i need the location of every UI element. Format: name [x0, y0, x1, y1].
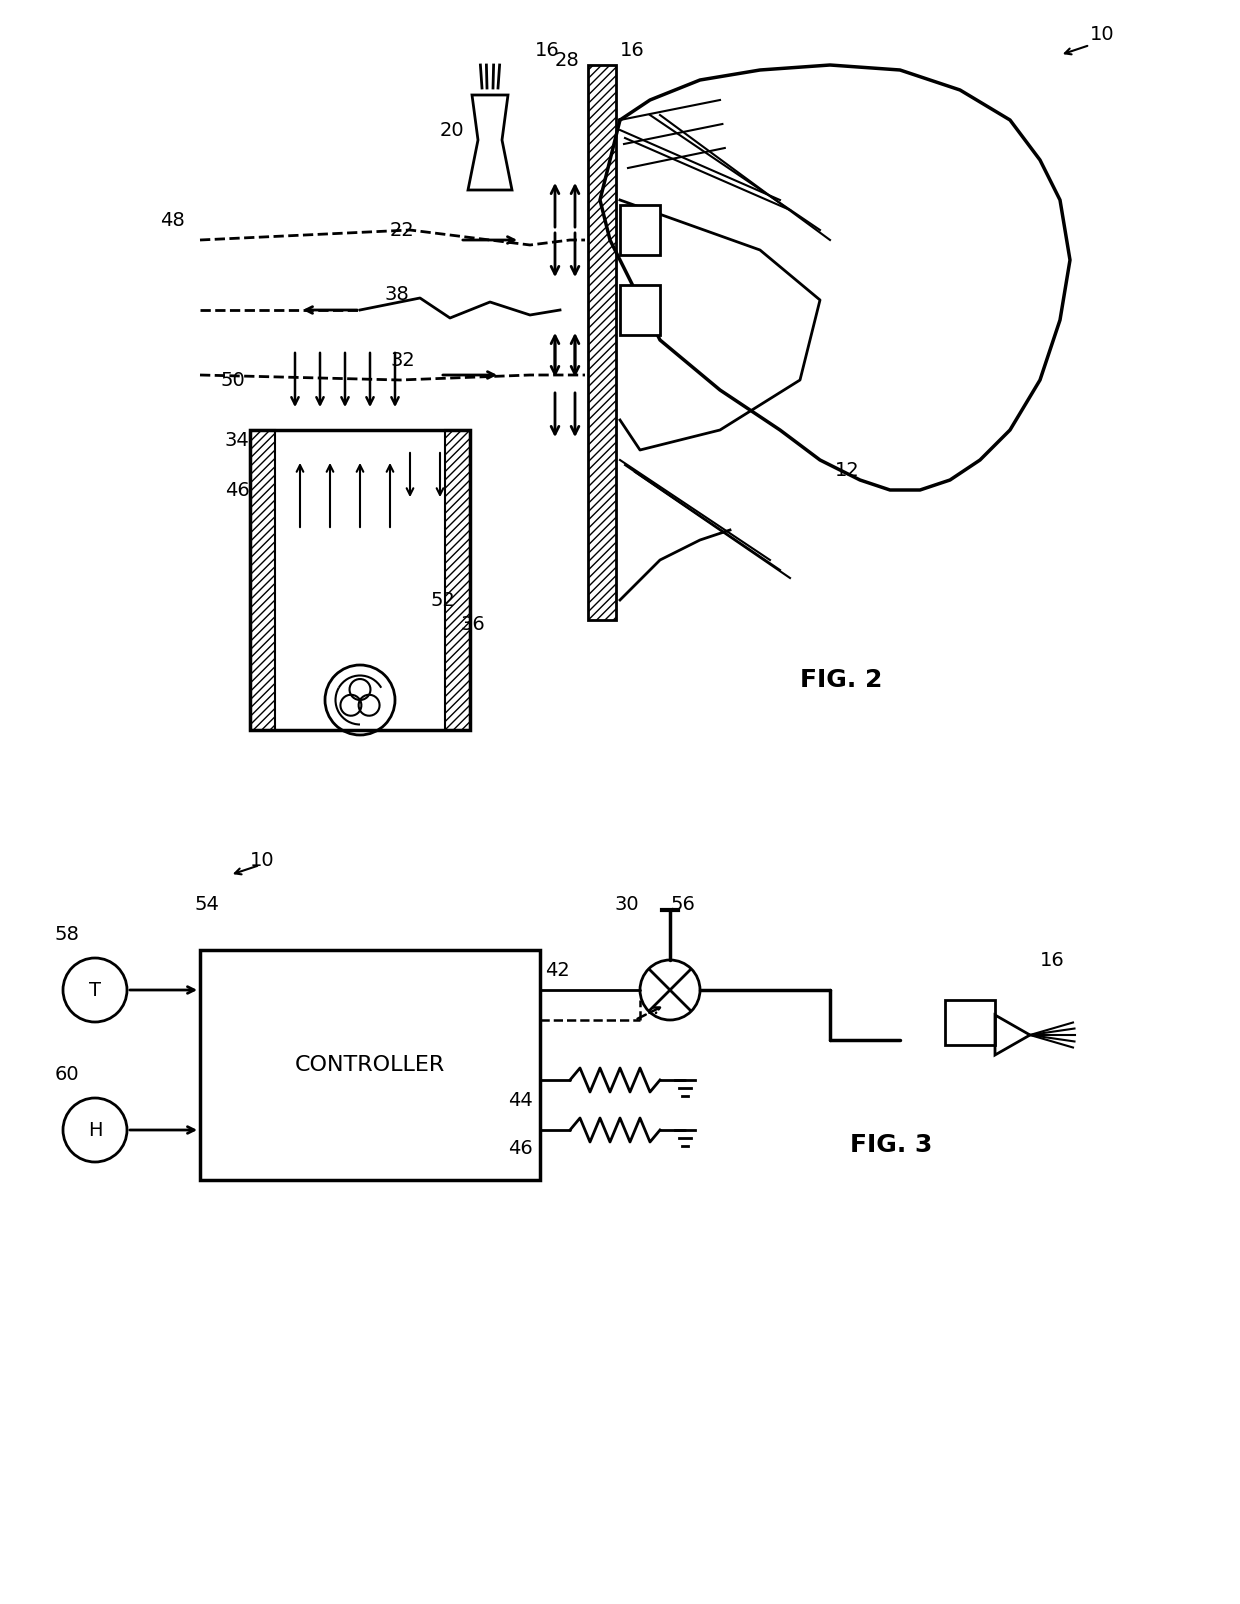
- Text: 38: 38: [384, 286, 409, 305]
- Text: 58: 58: [55, 926, 79, 945]
- Text: 56: 56: [670, 895, 694, 914]
- Text: 60: 60: [55, 1065, 79, 1084]
- Text: 20: 20: [440, 120, 465, 140]
- Bar: [620, 286, 660, 335]
- Text: 50: 50: [219, 371, 244, 390]
- Bar: [620, 205, 660, 255]
- Text: 12: 12: [835, 460, 859, 480]
- Text: 46: 46: [224, 481, 249, 499]
- Text: H: H: [88, 1121, 102, 1139]
- Bar: [250, 430, 275, 730]
- Bar: [945, 999, 994, 1044]
- Text: 16: 16: [620, 40, 645, 59]
- Text: 10: 10: [1090, 26, 1115, 45]
- Text: 30: 30: [615, 895, 640, 914]
- Text: 16: 16: [1040, 951, 1065, 969]
- Bar: [445, 430, 470, 730]
- Text: 44: 44: [508, 1091, 533, 1110]
- Text: 22: 22: [391, 220, 414, 239]
- Bar: [200, 950, 539, 1181]
- Text: FIG. 3: FIG. 3: [849, 1132, 932, 1156]
- Text: 54: 54: [195, 895, 219, 914]
- Text: 28: 28: [556, 50, 580, 69]
- Bar: [250, 430, 470, 730]
- Text: CONTROLLER: CONTROLLER: [295, 1055, 445, 1075]
- Bar: [588, 66, 616, 621]
- Text: 34: 34: [224, 430, 249, 449]
- Text: 48: 48: [160, 210, 185, 229]
- Text: 10: 10: [250, 850, 274, 869]
- Text: FIG. 2: FIG. 2: [800, 667, 883, 691]
- Text: T: T: [89, 980, 100, 999]
- Text: 42: 42: [546, 961, 569, 980]
- Text: 36: 36: [460, 616, 485, 635]
- Text: 16: 16: [534, 40, 559, 59]
- Text: 32: 32: [391, 351, 414, 369]
- Text: 52: 52: [430, 590, 455, 610]
- Text: 46: 46: [508, 1139, 533, 1158]
